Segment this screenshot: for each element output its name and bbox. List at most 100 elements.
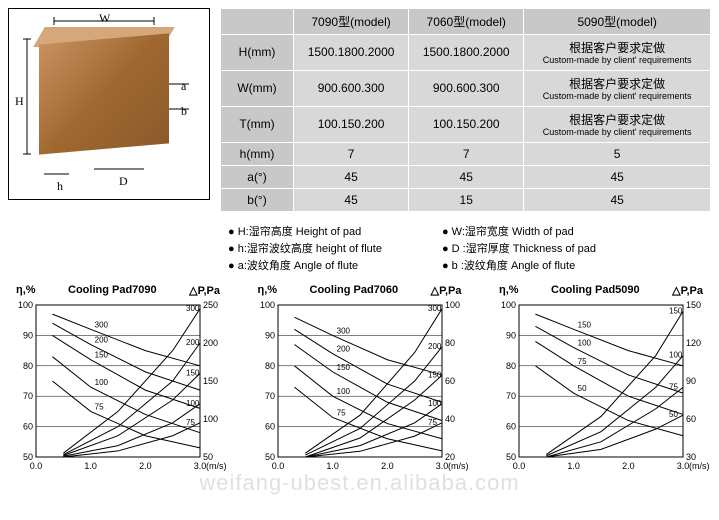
chart: η,% Cooling Pad5090 △P,Pa 50607080901003… — [491, 284, 711, 482]
svg-text:150: 150 — [578, 320, 592, 329]
cell: 900.600.300 — [409, 70, 524, 106]
svg-text:100: 100 — [95, 378, 109, 387]
legend-item: ● D :湿帘厚度 Thickness of pad — [442, 240, 596, 256]
svg-text:75: 75 — [428, 417, 437, 426]
svg-text:80: 80 — [264, 360, 274, 370]
chart-svg: 5060708090100204060801000.01.02.03.0(m/s… — [250, 299, 470, 479]
svg-text:80: 80 — [445, 338, 455, 348]
model-header: 7060型(model) — [409, 9, 524, 35]
legend-item: ● b :波纹角度 Angle of flute — [442, 257, 596, 273]
y-right-label: △P,Pa — [672, 284, 703, 297]
svg-text:90: 90 — [23, 330, 33, 340]
svg-text:120: 120 — [686, 338, 701, 348]
svg-text:75: 75 — [336, 408, 345, 417]
svg-text:100: 100 — [669, 350, 683, 359]
y-left-label: η,% — [16, 284, 36, 297]
svg-text:60: 60 — [686, 414, 696, 424]
svg-text:100: 100 — [501, 300, 516, 310]
model-header: 7090型(model) — [294, 9, 409, 35]
svg-text:80: 80 — [23, 360, 33, 370]
svg-text:100: 100 — [428, 398, 442, 407]
svg-text:100: 100 — [445, 300, 460, 310]
cell: 45 — [294, 188, 409, 211]
svg-text:60: 60 — [445, 376, 455, 386]
chart: η,% Cooling Pad7060 △P,Pa 50607080901002… — [250, 284, 470, 482]
y-right-label: △P,Pa — [189, 284, 220, 297]
cell: 7 — [294, 142, 409, 165]
row-label: T(mm) — [221, 106, 294, 142]
svg-text:150: 150 — [186, 368, 200, 377]
svg-text:150: 150 — [336, 363, 350, 372]
svg-text:0.0: 0.0 — [271, 461, 284, 471]
table-row: b(°)451545 — [221, 188, 711, 211]
svg-text:150: 150 — [669, 306, 683, 315]
cell: 根据客户要求定做Custom-made by client' requireme… — [524, 70, 711, 106]
svg-text:75: 75 — [95, 402, 104, 411]
svg-text:(m/s): (m/s) — [206, 461, 227, 471]
svg-text:200: 200 — [428, 341, 442, 350]
table-row: h(mm)775 — [221, 142, 711, 165]
row-label: h(mm) — [221, 142, 294, 165]
svg-text:200: 200 — [95, 335, 109, 344]
legend-item: ● a:波纹角度 Angle of flute — [228, 257, 382, 273]
legend-item: ● H:湿帘高度 Height of pad — [228, 223, 382, 239]
chart-title: Cooling Pad7090 — [68, 284, 157, 297]
row-label: a(°) — [221, 165, 294, 188]
svg-text:100: 100 — [336, 387, 350, 396]
svg-text:0.0: 0.0 — [513, 461, 526, 471]
svg-text:200: 200 — [336, 344, 350, 353]
svg-text:75: 75 — [186, 417, 195, 426]
cell: 1500.1800.2000 — [294, 35, 409, 71]
svg-text:150: 150 — [686, 300, 701, 310]
svg-text:100: 100 — [259, 300, 274, 310]
svg-text:2.0: 2.0 — [622, 461, 635, 471]
row-label: W(mm) — [221, 70, 294, 106]
svg-text:300: 300 — [186, 303, 200, 312]
pad-diagram: W H a b h D — [8, 8, 210, 200]
row-label: b(°) — [221, 188, 294, 211]
row-label: H(mm) — [221, 35, 294, 71]
chart: η,% Cooling Pad7090 △P,Pa 50607080901005… — [8, 284, 228, 482]
cell: 45 — [524, 165, 711, 188]
svg-text:200: 200 — [186, 338, 200, 347]
svg-text:(m/s): (m/s) — [689, 461, 710, 471]
svg-text:0.0: 0.0 — [30, 461, 43, 471]
svg-text:50: 50 — [669, 410, 678, 419]
svg-text:1.0: 1.0 — [567, 461, 580, 471]
legend-item: ● h:湿帘波纹高度 height of flute — [228, 240, 382, 256]
cell: 100.150.200 — [294, 106, 409, 142]
spec-table: 7090型(model)7060型(model)5090型(model) H(m… — [220, 8, 711, 212]
svg-text:70: 70 — [23, 391, 33, 401]
cell: 45 — [409, 165, 524, 188]
cell: 45 — [524, 188, 711, 211]
svg-text:70: 70 — [264, 391, 274, 401]
svg-text:100: 100 — [186, 398, 200, 407]
svg-text:100: 100 — [578, 338, 592, 347]
svg-text:3.0: 3.0 — [435, 461, 448, 471]
svg-text:200: 200 — [203, 338, 218, 348]
svg-text:3.0: 3.0 — [194, 461, 207, 471]
svg-text:2.0: 2.0 — [139, 461, 152, 471]
table-row: H(mm)1500.1800.20001500.1800.2000根据客户要求定… — [221, 35, 711, 71]
svg-text:90: 90 — [506, 330, 516, 340]
chart-title: Cooling Pad7060 — [310, 284, 399, 297]
legend: ● H:湿帘高度 Height of pad● h:湿帘波纹高度 height … — [228, 222, 711, 274]
table-row: T(mm)100.150.200100.150.200根据客户要求定做Custo… — [221, 106, 711, 142]
y-right-label: △P,Pa — [431, 284, 462, 297]
cell: 45 — [294, 165, 409, 188]
svg-text:2.0: 2.0 — [381, 461, 394, 471]
svg-text:100: 100 — [203, 414, 218, 424]
svg-text:90: 90 — [264, 330, 274, 340]
svg-text:150: 150 — [95, 350, 109, 359]
svg-text:40: 40 — [445, 414, 455, 424]
cell: 900.600.300 — [294, 70, 409, 106]
cell: 根据客户要求定做Custom-made by client' requireme… — [524, 106, 711, 142]
svg-text:150: 150 — [428, 370, 442, 379]
y-left-label: η,% — [258, 284, 278, 297]
charts-row: η,% Cooling Pad7090 △P,Pa 50607080901005… — [8, 284, 711, 482]
svg-text:(m/s): (m/s) — [448, 461, 469, 471]
cell: 根据客户要求定做Custom-made by client' requireme… — [524, 35, 711, 71]
svg-text:300: 300 — [428, 303, 442, 312]
cell: 5 — [524, 142, 711, 165]
svg-text:300: 300 — [336, 326, 350, 335]
